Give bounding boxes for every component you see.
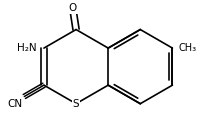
Text: S: S [73,99,79,109]
Text: CH₃: CH₃ [179,43,197,53]
Text: H₂N: H₂N [17,43,37,53]
Text: O: O [69,3,77,13]
Text: CN: CN [7,98,22,108]
